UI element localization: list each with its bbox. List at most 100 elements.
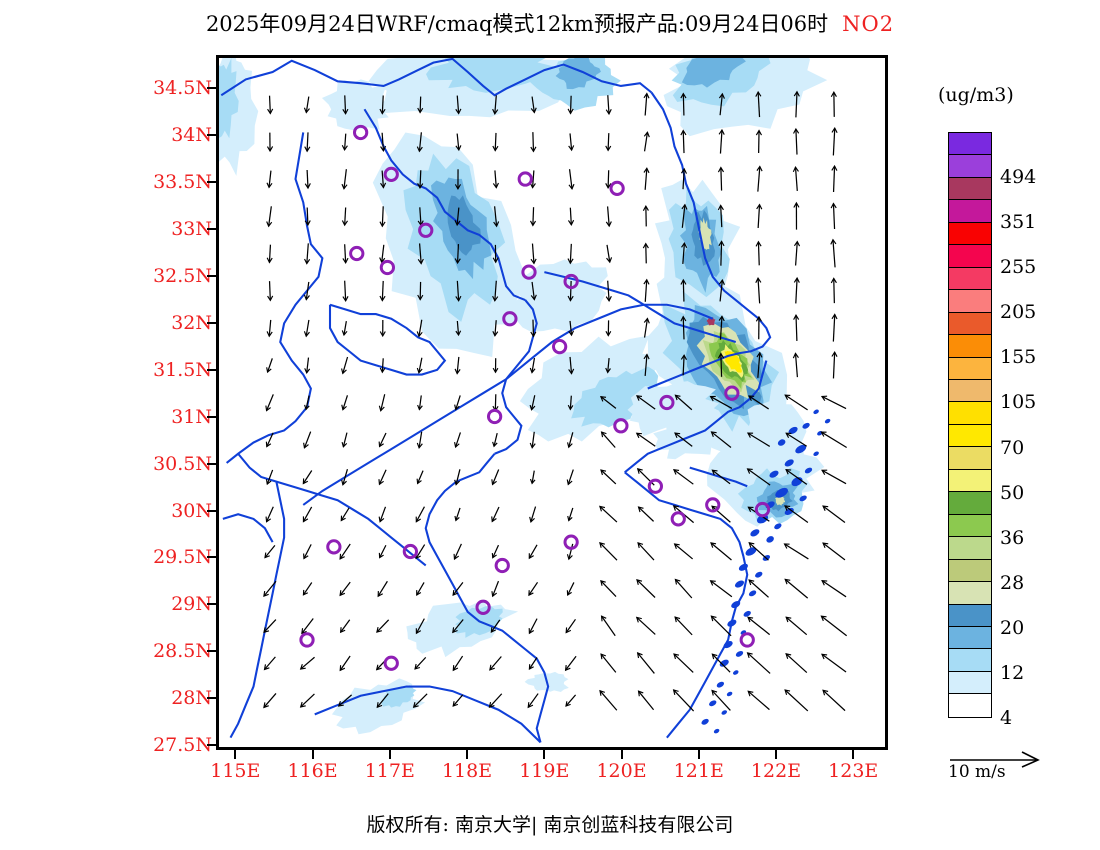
lat-tick-label-34N: 34N (171, 123, 212, 146)
wind-arrow-4-2 (415, 618, 425, 635)
city-marker-10[interactable] (486, 408, 503, 425)
wind-arrow-7-5 (529, 506, 537, 523)
lon-tick-label-123E: 123E (828, 760, 879, 782)
wind-arrow-4-0 (412, 693, 428, 708)
wind-arrow-11-0 (672, 689, 695, 712)
wind-arrow-12-2 (710, 615, 732, 637)
colorbar-label-351: 351 (1000, 211, 1037, 234)
wind-arrow-7-8 (529, 395, 536, 411)
wind-arrow-1-6 (302, 470, 313, 485)
wind-arrow-8-3 (566, 582, 575, 597)
city-marker-25[interactable] (349, 245, 365, 262)
wind-arrow-11-1 (673, 653, 694, 673)
wind-arrow-2-8 (341, 395, 349, 411)
colorbar-band-17 (949, 514, 991, 538)
wind-arrow-12-12 (718, 240, 725, 266)
wind-arrow-1-13 (304, 207, 311, 227)
city-marker-18[interactable] (402, 543, 419, 560)
lon-tick-label-121E: 121E (673, 760, 724, 782)
wind-arrow-3-10 (379, 320, 386, 338)
wind-arrow-6-16 (492, 95, 499, 115)
wind-arrow-9-0 (599, 689, 618, 711)
city-marker-19[interactable] (326, 539, 342, 555)
wind-arrow-2-3 (339, 581, 351, 597)
lon-tick-mark (388, 750, 391, 759)
city-marker-0[interactable] (352, 124, 369, 141)
wind-arrow-13-12 (755, 240, 762, 266)
city-marker-5[interactable] (379, 259, 396, 276)
city-marker-1[interactable] (383, 166, 399, 183)
wind-arrow-11-8 (674, 394, 693, 411)
city-marker-13[interactable] (613, 418, 629, 434)
wind-arrow-13-11 (755, 277, 762, 304)
wind-arrow-2-1 (339, 655, 351, 672)
colorbar-band-7 (949, 290, 991, 313)
city-marker-21[interactable] (383, 655, 399, 671)
colorbar-label-4: 4 (1000, 707, 1013, 729)
forecast-map-canvas (219, 58, 848, 744)
wind-arrow-12-13 (717, 204, 724, 228)
lon-tick-mark (697, 750, 700, 759)
colorbar[interactable] (948, 132, 992, 718)
wind-arrow-1-10 (303, 319, 310, 338)
city-marker-2[interactable] (517, 171, 533, 187)
wind-arrow-10-15 (643, 131, 650, 152)
city-marker-16[interactable] (563, 534, 579, 550)
map-plot-area[interactable] (216, 55, 888, 750)
conc-east-strip-l1 (746, 399, 807, 479)
city-marker-4[interactable] (418, 222, 434, 238)
copyright-footer: 版权所有: 南京大学| 南京创蓝科技有限公司 (366, 814, 734, 836)
wind-arrow-4-6 (416, 470, 424, 485)
wind-arrow-15-9 (831, 350, 838, 379)
wind-arrow-4-16 (417, 96, 424, 114)
wind-arrow-10-3 (636, 579, 656, 598)
wind-arrow-5-9 (454, 356, 461, 375)
city-marker-7[interactable] (563, 273, 579, 290)
wind-arrow-14-5 (784, 505, 809, 524)
wind-arrow-1-15 (304, 132, 311, 153)
wind-scale-arrow-icon (950, 751, 1040, 768)
city-marker-8[interactable] (502, 311, 518, 327)
city-marker-26[interactable] (670, 511, 686, 527)
city-marker-9[interactable] (552, 338, 568, 355)
wind-arrow-7-16 (530, 96, 537, 114)
city-marker-14[interactable] (705, 497, 721, 513)
wind-arrow-10-2 (635, 616, 656, 635)
wind-arrow-14-0 (784, 689, 809, 712)
wind-arrow-12-6 (711, 469, 731, 485)
wind-arrow-1-5 (302, 506, 313, 523)
city-marker-3[interactable] (609, 180, 625, 196)
lat-tick-label-31.5N: 31.5N (153, 358, 212, 381)
wind-arrow-1-16 (303, 96, 310, 114)
city-marker-17[interactable] (494, 557, 510, 574)
city-marker-24[interactable] (739, 632, 755, 648)
wind-arrow-15-6 (821, 469, 847, 485)
city-marker-22[interactable] (475, 599, 491, 615)
lat-tick-mark (207, 697, 216, 700)
colorbar-band-23 (949, 649, 991, 672)
conc-taihu-l1b (653, 408, 729, 460)
city-marker-23[interactable] (754, 501, 771, 518)
island-23 (748, 590, 757, 597)
wind-arrow-2-4 (339, 543, 351, 560)
wind-arrow-7-9 (529, 357, 536, 374)
city-marker-15[interactable] (647, 478, 663, 494)
wind-arrow-1-9 (304, 357, 311, 374)
title-main-text: 2025年09月24日WRF/cmaq模式12km预报产品:09月24日06时 (205, 12, 829, 36)
lat-tick-label-33.5N: 33.5N (153, 170, 212, 193)
wind-arrow-3-4 (378, 544, 387, 559)
city-marker-12[interactable] (724, 385, 740, 401)
wind-arrow-13-13 (756, 203, 763, 229)
colorbar-band-24 (949, 671, 991, 695)
title-species-label: NO2 (842, 12, 895, 36)
lon-tick-label-118E: 118E (441, 760, 493, 782)
lat-tick-label-28.5N: 28.5N (153, 640, 212, 663)
city-marker-11[interactable] (659, 394, 675, 411)
wind-arrow-0-6 (265, 469, 274, 486)
wind-arrow-5-11 (455, 280, 462, 302)
city-marker-20[interactable] (299, 632, 315, 648)
wind-arrow-11-10 (680, 315, 687, 340)
wind-arrow-12-3 (709, 580, 733, 598)
city-marker-6[interactable] (521, 264, 537, 280)
colorbar-label-12: 12 (1000, 661, 1025, 684)
